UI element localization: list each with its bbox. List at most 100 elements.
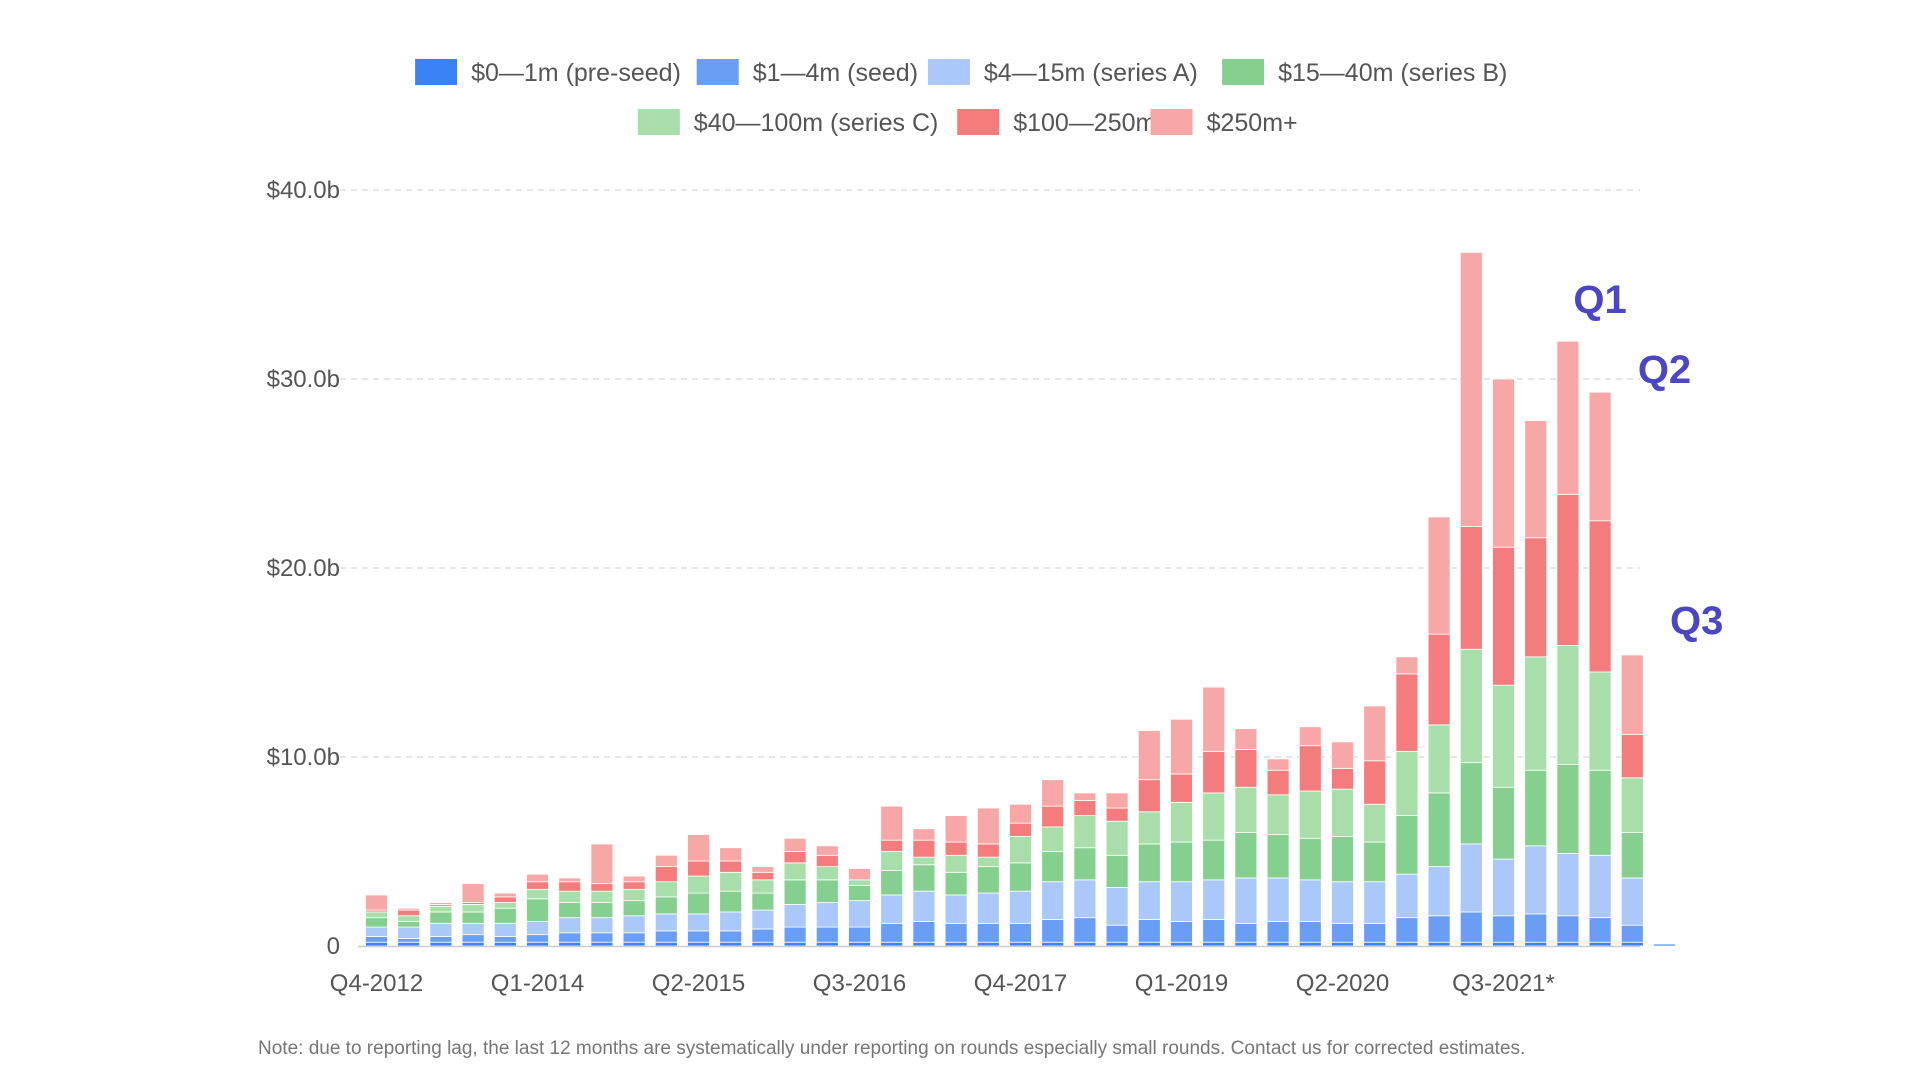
legend-item[interactable]: $40—100m (series C) xyxy=(637,109,939,137)
bar-segment[interactable]: Q4-2020 — $250m+: $0.9b xyxy=(1395,656,1419,675)
bar-segment[interactable]: Q2-2018 — $100—250m: $0.8b xyxy=(1073,800,1097,816)
bar-segment[interactable]: Q1-2017 — $4—15m (series A): $1.6b xyxy=(912,890,936,922)
bar-segment[interactable]: Q1-2021 — $1—4m (seed): $1.4b xyxy=(1427,915,1451,943)
bar-segment[interactable]: Q1-2021 — $0—1m (pre-seed): $0.2b xyxy=(1427,941,1451,947)
bar-segment[interactable]: Q1-2015 — $4—15m (series A): $0.9b xyxy=(654,913,678,932)
legend-item[interactable]: $15—40m (series B) xyxy=(1222,59,1507,87)
bar-segment[interactable]: Q4-2021 — $100—250m: $6.3b xyxy=(1524,537,1548,658)
bar-segment[interactable]: Q4-2016 — $15—40m (series B): $1.3b xyxy=(880,870,904,896)
legend-item[interactable]: $250m+ xyxy=(1150,109,1298,137)
bar-stack[interactable]: Q2-2014 — $0—1m (pre-seed): $0.2bQ2-2014… xyxy=(558,877,582,947)
bar-segment[interactable]: Q2-2016 — $1—4m (seed): $0.8b xyxy=(815,926,839,943)
bar-stack[interactable]: Q3-2017 — $0—1m (pre-seed): $0.2b Q3-2017… xyxy=(976,807,1000,947)
bar-segment[interactable]: Q2-2013 — $4—15m (series A): $0.7b xyxy=(429,922,453,937)
bar-segment[interactable]: Q1-2014 — $40—100m (series C): $0.5b xyxy=(526,888,549,900)
bar-stack[interactable]: Q4-2012 — $0—1m (pre-seed): $0.2bQ4-2012… xyxy=(365,894,388,947)
bar-segment[interactable]: Q4-2016 — $0—1m (pre-seed): $0.2b xyxy=(880,941,904,947)
bar-stack[interactable]: Q2-2022 — $0—1m (pre-seed): $0.2bQ2-2022… xyxy=(1588,391,1612,947)
bar-stack[interactable]: Q4-2019 — $0—1m (pre-seed): $0.2bQ4-2019… xyxy=(1266,758,1290,947)
bar-segment[interactable]: Q2-2017 — $15—40m (series B): $1.2b xyxy=(944,871,968,896)
bar-segment[interactable]: Q1-2019 — $100—250m: $1.5b xyxy=(1170,773,1193,803)
bar-segment[interactable]: Q2-2022 — $40—100m (series C): $5.2b xyxy=(1588,671,1612,771)
bar-segment[interactable]: Q2-2018 — $0—1m (pre-seed): $0.2b xyxy=(1073,941,1097,947)
bar-stack[interactable]: Q3-2013 — $0—1m (pre-seed): $0.2b Q3-2013… xyxy=(461,883,485,947)
bar-segment[interactable]: Q1-2018 — $40—100m (series C): $1.3b xyxy=(1041,826,1065,852)
bar-segment[interactable]: Q3-2017 — $100—250m: $0.7b xyxy=(976,843,1000,858)
bar-segment[interactable]: Q2-2020 — $4—15m (series A): $2.2b xyxy=(1331,881,1354,924)
bar-segment[interactable]: Q2-2014 — $40—100m (series C): $0.6b xyxy=(558,890,582,903)
bar-segment[interactable]: Q4-2021 — $0—1m (pre-seed): $0.2b xyxy=(1524,941,1548,947)
bar-segment[interactable]: Q2-2013 — $250m+: $0.1b xyxy=(429,902,453,905)
bar-segment[interactable]: Q1-2022 — $100—250m: $8b xyxy=(1556,493,1580,646)
bar-segment[interactable]: Q1-2018 — $1—4m (seed): $1.2b xyxy=(1041,919,1065,943)
bar-segment[interactable]: Q3-2021 — $4—15m (series A): $3b xyxy=(1492,858,1515,917)
bar-segment[interactable]: Q2-2014 — $4—15m (series A): $0.8b xyxy=(558,917,582,934)
bar-segment[interactable]: Q3-2020 — $0—1m (pre-seed): $0.2b xyxy=(1363,941,1387,947)
bar-segment[interactable]: Q2-2016 — $250m+: $0.5b xyxy=(815,845,839,856)
bar-stack[interactable]: Q1-2022 — $0—1m (pre-seed): $0.2bQ1-2022… xyxy=(1556,340,1580,947)
bar-segment[interactable]: Q1-2018 — $4—15m (series A): $2b xyxy=(1041,881,1065,920)
bar-segment[interactable]: Q3-2020 — $4—15m (series A): $2.2b xyxy=(1363,881,1387,924)
bar-segment[interactable]: Q4-2020 — $1—4m (seed): $1.3b xyxy=(1395,917,1419,943)
bar-segment[interactable]: Q1-2022 — $15—40m (series B): $4.7b xyxy=(1556,764,1580,854)
bar-segment[interactable]: Q4-2021 — $250m+: $6.2b xyxy=(1524,420,1548,539)
bar-segment[interactable]: Q3-2017 — $4—15m (series A): $1.6b xyxy=(976,892,1000,924)
bar-segment[interactable]: Q3-2015 — $4—15m (series A): $1b xyxy=(719,911,743,932)
bar-segment[interactable]: Q3-2019 — $250m+: $1.1b xyxy=(1234,728,1258,750)
bar-segment[interactable]: Q4-2014 — $1—4m (seed): $0.5b xyxy=(622,932,646,943)
bar-segment[interactable]: Q3-2022 — $4—15m (series A): $2.5b xyxy=(1620,877,1644,926)
bar-stack[interactable]: Q3-2019 — $0—1m (pre-seed): $0.2b Q3-2019… xyxy=(1234,728,1258,947)
bar-segment[interactable]: Q3-2013 — $40—100m (series C): $0.4b xyxy=(461,904,485,913)
bar-segment[interactable]: Q3-2018 — $4—15m (series A): $2b xyxy=(1105,887,1129,926)
bar-segment[interactable]: Q4-2018 — $4—15m (series A): $2b xyxy=(1137,881,1161,920)
bar-segment[interactable]: Q4-2014 — $15—40m (series B): $0.8b xyxy=(622,900,646,917)
bar-stack[interactable]: Q3-2018 — $0—1m (pre-seed): $0.2bQ3-2018… xyxy=(1105,792,1129,947)
bar-segment[interactable]: Q4-2015 — $1—4m (seed): $0.7b xyxy=(751,928,775,943)
bar-segment[interactable]: Q3-2018 — $250m+: $0.8b xyxy=(1105,792,1129,809)
bar-segment[interactable]: Q4-2018 — $1—4m (seed): $1.2b xyxy=(1137,919,1161,943)
bar-segment[interactable]: Q4-2018 — $250m+: $2.6b xyxy=(1137,730,1161,781)
bar-stack[interactable]: Q4-2016 — $0—1m (pre-seed): $0.2bQ4-2016… xyxy=(880,805,904,947)
bar-segment[interactable]: Q4-2017 — $100—250m: $0.7b xyxy=(1009,822,1032,837)
bar-segment[interactable]: Q1-2021 — $15—40m (series B): $3.9b xyxy=(1427,792,1451,868)
bar-segment[interactable]: Q2-2018 — $1—4m (seed): $1.3b xyxy=(1073,917,1097,943)
bar-segment[interactable]: Q2-2013 — $15—40m (series B): $0.6b xyxy=(429,911,453,924)
bar-segment[interactable]: Q3-2016 — $40—100m (series C): $0.3b xyxy=(848,879,871,886)
bar-segment[interactable]: Q3-2014 — $15—40m (series B): $0.8b xyxy=(590,902,614,919)
bar-segment[interactable]: Q3-2013 — $0—1m (pre-seed): $0.2b xyxy=(461,941,485,947)
bar-segment[interactable]: Q4-2013 — $40—100m (series C): $0.3b xyxy=(493,902,517,909)
bar-segment[interactable]: Q3-2022 — $1—4m (seed): $0.9b xyxy=(1620,924,1644,943)
bar-segment[interactable]: Q3-2016 — $1—4m (seed): $0.8b xyxy=(848,926,871,943)
bar-segment[interactable]: Q4-2012 — $1—4m (seed): $0.3b xyxy=(365,936,388,943)
bar-segment[interactable]: Q2-2022 — $15—40m (series B): $4.5b xyxy=(1588,769,1612,856)
bar-segment[interactable]: Q3-2014 — $40—100m (series C): $0.6b xyxy=(590,890,614,903)
bar-segment[interactable]: Q3-2020 — $1—4m (seed): $1b xyxy=(1363,922,1387,943)
bar-segment[interactable]: Q1-2018 — $250m+: $1.4b xyxy=(1041,779,1065,807)
bar-segment[interactable]: Q4-2016 — $250m+: $1.8b xyxy=(880,805,904,841)
bar-segment[interactable]: Q4-2015 — $4—15m (series A): $1b xyxy=(751,909,775,930)
bar-stack[interactable]: Q3-2016 — $0—1m (pre-seed): $0.2bQ3-2016… xyxy=(848,868,871,947)
bar-segment[interactable]: Q1-2015 — $0—1m (pre-seed): $0.2b xyxy=(654,941,678,947)
bar-segment[interactable]: Q1-2022 — $4—15m (series A): $3.3b xyxy=(1556,852,1580,917)
bar-segment[interactable]: Q3-2014 — $4—15m (series A): $0.8b xyxy=(590,917,614,934)
bar-segment[interactable]: Q2-2022 — $100—250m: $8b xyxy=(1588,520,1612,673)
bar-segment[interactable]: Q1-2020 — $1—4m (seed): $1.1b xyxy=(1298,921,1322,943)
bar-segment[interactable]: Q1-2014 — $1—4m (seed): $0.4b xyxy=(526,934,549,943)
bar-segment[interactable]: Q1-2015 — $15—40m (series B): $0.9b xyxy=(654,896,678,915)
bar-segment[interactable]: Q2-2019 — $250m+: $3.4b xyxy=(1202,686,1226,752)
bar-segment[interactable]: Q2-2017 — $4—15m (series A): $1.5b xyxy=(944,894,968,924)
bar-segment[interactable]: Q3-2013 — $250m+: $1b xyxy=(461,883,485,903)
bar-segment[interactable]: Q1-2014 — $4—15m (series A): $0.7b xyxy=(526,921,549,936)
bar-segment[interactable]: Q3-2019 — $0—1m (pre-seed): $0.2b xyxy=(1234,941,1258,947)
bar-segment[interactable]: Q2-2013 — $0—1m (pre-seed): $0.2b xyxy=(429,941,453,947)
bar-segment[interactable]: Q1-2020 — $250m+: $1b xyxy=(1298,726,1322,747)
bar-segment[interactable]: Q4-2016 — $1—4m (seed): $1b xyxy=(880,922,904,943)
bar-segment[interactable]: Q3-2017 — $0—1m (pre-seed): $0.2b xyxy=(976,941,1000,947)
bar-segment[interactable]: Q3-2015 — $100—250m: $0.6b xyxy=(719,860,743,873)
bar-segment[interactable]: Q3-2017 — $15—40m (series B): $1.4b xyxy=(976,866,1000,894)
bar-segment[interactable]: Q2-2021 — $4—15m (series A): $3.6b xyxy=(1459,843,1483,913)
bar-segment[interactable]: Q4-2022 — $0—1m (pre-seed): $0.1b xyxy=(1653,943,1676,947)
bar-segment[interactable]: Q1-2021 — $100—250m: $4.8b xyxy=(1427,633,1451,726)
bar-stack[interactable]: Q3-2022 — $0—1m (pre-seed): $0.2bQ3-2022… xyxy=(1620,654,1644,947)
bar-segment[interactable]: Q2-2022 — $250m+: $6.8b xyxy=(1588,391,1612,522)
